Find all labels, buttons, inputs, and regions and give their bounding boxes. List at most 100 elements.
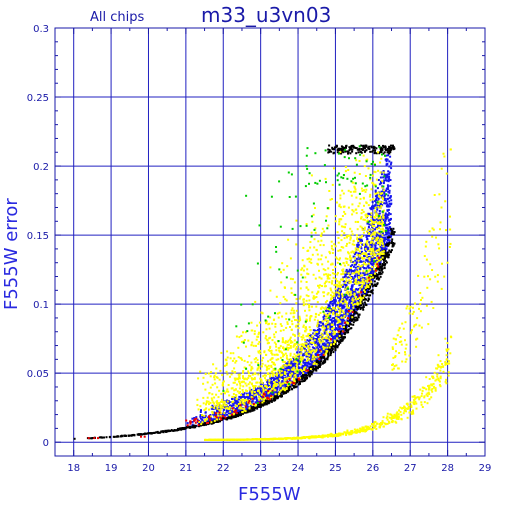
data-point	[265, 322, 267, 325]
data-point	[232, 393, 235, 395]
data-point	[297, 373, 300, 376]
data-point	[356, 274, 359, 277]
data-point	[211, 411, 214, 413]
data-point	[255, 397, 258, 400]
data-point	[244, 396, 247, 399]
data-point	[307, 343, 310, 346]
data-point	[159, 431, 162, 434]
data-point	[251, 329, 254, 332]
data-point	[338, 323, 341, 326]
data-point	[251, 407, 254, 410]
data-point	[238, 413, 241, 416]
data-point	[275, 349, 278, 352]
data-point	[285, 354, 288, 357]
data-point	[292, 333, 295, 336]
data-point	[306, 374, 309, 377]
data-point	[344, 212, 347, 215]
data-point	[212, 401, 215, 404]
data-point	[313, 296, 316, 299]
data-point	[392, 147, 395, 150]
data-point	[384, 249, 386, 252]
data-point	[355, 212, 358, 215]
data-point	[230, 410, 233, 413]
data-point	[379, 217, 382, 220]
data-point	[362, 295, 365, 298]
data-point	[320, 353, 323, 356]
data-point	[372, 247, 375, 250]
data-point	[356, 260, 359, 263]
data-point	[370, 222, 373, 225]
data-point	[324, 306, 327, 309]
data-point	[333, 292, 336, 295]
data-point	[360, 151, 363, 154]
data-point	[387, 194, 390, 197]
data-point	[282, 369, 285, 372]
data-point	[357, 291, 360, 294]
data-point	[356, 245, 359, 248]
data-point	[379, 180, 382, 183]
data-point	[242, 393, 245, 396]
data-point	[310, 343, 313, 346]
data-point	[261, 312, 264, 315]
data-point	[188, 426, 191, 429]
data-point	[270, 352, 273, 354]
data-point	[386, 173, 389, 176]
data-point	[234, 379, 237, 382]
data-point	[265, 390, 268, 393]
data-point	[352, 297, 355, 300]
data-point	[392, 144, 394, 147]
data-point	[352, 265, 355, 268]
data-point	[328, 281, 331, 284]
data-point	[343, 264, 346, 267]
data-point	[342, 268, 345, 271]
data-point	[289, 354, 292, 357]
data-point	[315, 361, 318, 364]
data-point	[279, 356, 282, 359]
data-point	[368, 145, 371, 148]
data-point	[228, 394, 231, 397]
data-point	[273, 396, 276, 398]
data-point	[293, 360, 296, 363]
data-point	[320, 360, 323, 363]
data-point	[374, 183, 377, 186]
data-point	[310, 351, 313, 354]
data-point	[359, 245, 362, 248]
data-point	[357, 259, 360, 262]
data-point	[385, 217, 388, 220]
data-point	[322, 340, 325, 343]
data-point	[320, 341, 323, 344]
data-point	[316, 338, 319, 340]
data-point	[380, 151, 383, 153]
data-point	[243, 400, 246, 403]
data-point	[309, 366, 312, 369]
data-point	[268, 386, 271, 388]
data-point	[304, 345, 307, 348]
data-point	[333, 309, 336, 312]
data-point	[293, 353, 296, 356]
data-point	[372, 184, 375, 187]
data-point	[378, 253, 381, 256]
data-point	[343, 296, 346, 298]
data-point	[256, 367, 259, 370]
data-point	[335, 294, 338, 297]
data-point	[344, 223, 347, 226]
data-point	[286, 265, 289, 268]
data-point	[301, 380, 304, 383]
data-point	[346, 276, 349, 279]
data-point	[245, 404, 248, 407]
data-point	[333, 320, 336, 322]
data-point	[341, 337, 344, 340]
data-point	[256, 407, 259, 410]
data-point	[291, 341, 294, 344]
data-point	[272, 394, 275, 397]
data-point	[332, 309, 335, 312]
data-point	[314, 343, 317, 346]
data-point	[372, 174, 374, 177]
data-point	[329, 312, 331, 315]
data-point	[310, 363, 313, 366]
data-point	[316, 336, 319, 339]
data-point	[308, 370, 310, 373]
data-point	[274, 323, 277, 325]
data-point	[202, 422, 205, 425]
data-point	[367, 147, 370, 150]
